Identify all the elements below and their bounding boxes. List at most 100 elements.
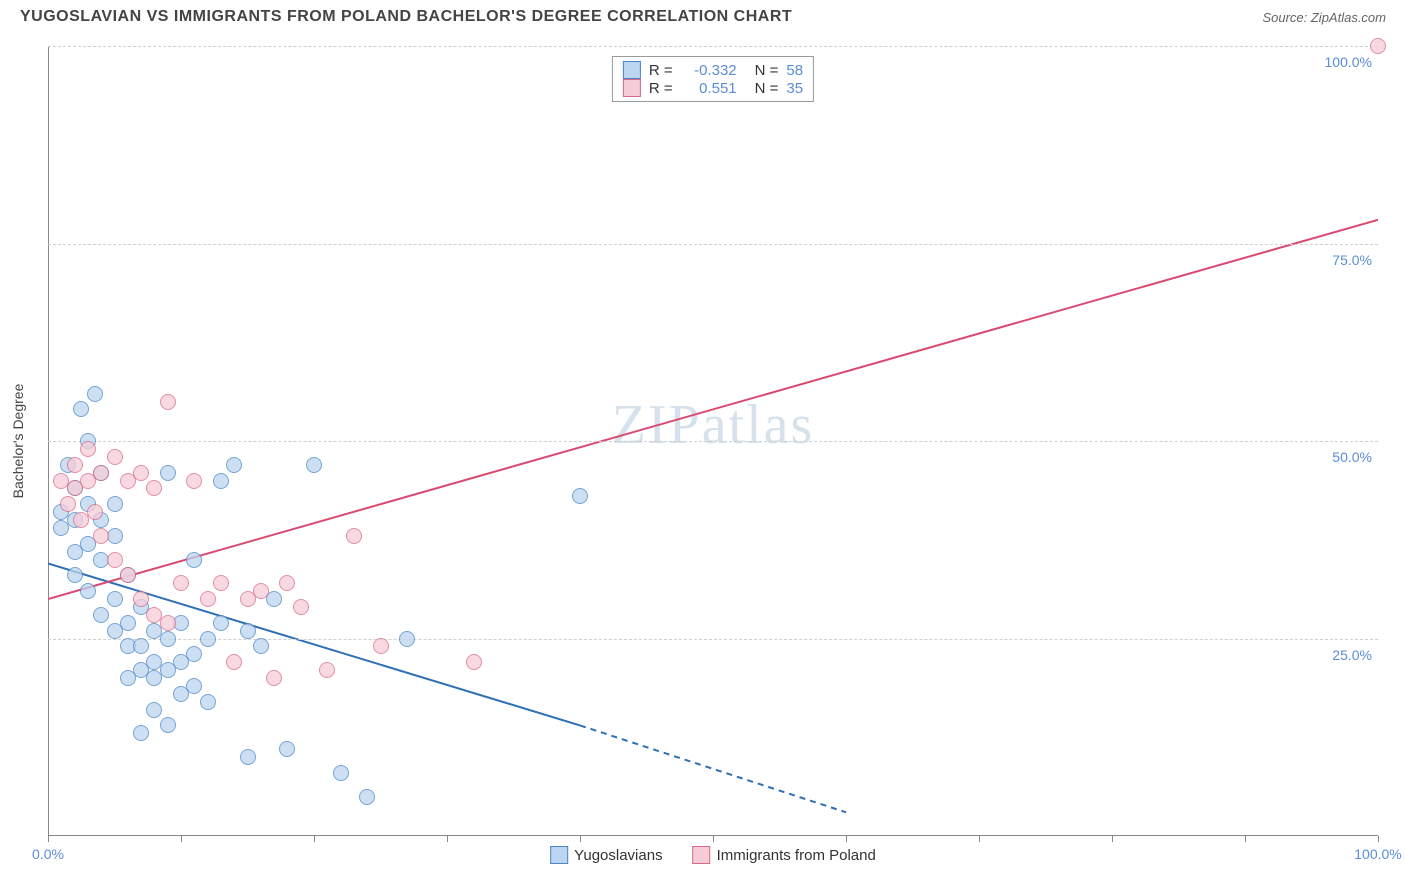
scatter-point: [107, 552, 123, 568]
legend-n-label: N =: [755, 62, 779, 79]
scatter-point: [200, 694, 216, 710]
scatter-point: [133, 591, 149, 607]
scatter-point: [80, 583, 96, 599]
scatter-point: [399, 631, 415, 647]
y-tick-label: 25.0%: [1332, 647, 1372, 663]
gridline: [48, 441, 1378, 442]
scatter-point: [60, 496, 76, 512]
chart-title: YUGOSLAVIAN VS IMMIGRANTS FROM POLAND BA…: [20, 8, 792, 26]
scatter-point: [346, 528, 362, 544]
scatter-point: [93, 607, 109, 623]
scatter-point: [107, 591, 123, 607]
scatter-point: [73, 401, 89, 417]
trend-line-solid: [48, 220, 1378, 599]
scatter-point: [240, 749, 256, 765]
scatter-point: [87, 504, 103, 520]
x-tick-minor: [713, 836, 714, 842]
scatter-point: [173, 575, 189, 591]
scatter-point: [200, 631, 216, 647]
scatter-point: [120, 567, 136, 583]
scatter-point: [133, 638, 149, 654]
scatter-point: [87, 386, 103, 402]
legend-swatch: [693, 846, 711, 864]
legend-swatch: [623, 61, 641, 79]
scatter-point: [226, 457, 242, 473]
x-tick-major: [48, 836, 49, 842]
scatter-point: [80, 441, 96, 457]
scatter-point: [213, 575, 229, 591]
x-tick-label: 0.0%: [32, 846, 64, 862]
source-value: ZipAtlas.com: [1311, 10, 1386, 25]
legend-n-value: 58: [786, 62, 803, 79]
legend-stat-row: R = 0.551 N = 35: [623, 79, 803, 97]
chart-header: YUGOSLAVIAN VS IMMIGRANTS FROM POLAND BA…: [0, 0, 1406, 26]
scatter-point: [572, 488, 588, 504]
scatter-point: [93, 528, 109, 544]
scatter-point: [146, 702, 162, 718]
correlation-legend: R = -0.332 N = 58 R = 0.551 N = 35: [612, 56, 814, 102]
scatter-point: [333, 765, 349, 781]
scatter-point: [67, 457, 83, 473]
scatter-point: [146, 480, 162, 496]
y-tick-label: 50.0%: [1332, 449, 1372, 465]
x-tick-minor: [181, 836, 182, 842]
series-legend: Yugoslavians Immigrants from Poland: [550, 846, 876, 864]
scatter-point: [306, 457, 322, 473]
y-axis-label: Bachelor's Degree: [10, 384, 26, 499]
scatter-point: [160, 465, 176, 481]
scatter-point: [373, 638, 389, 654]
scatter-point: [93, 465, 109, 481]
scatter-point: [279, 575, 295, 591]
legend-r-value: -0.332: [681, 62, 737, 79]
legend-series-item: Immigrants from Poland: [693, 846, 876, 864]
legend-swatch: [623, 79, 641, 97]
y-tick-label: 100.0%: [1325, 54, 1372, 70]
x-tick-minor: [846, 836, 847, 842]
scatter-point: [266, 670, 282, 686]
scatter-point: [186, 678, 202, 694]
scatter-point: [279, 741, 295, 757]
legend-r-label: R =: [649, 62, 673, 79]
legend-n-label: N =: [755, 80, 779, 97]
gridline: [48, 639, 1378, 640]
legend-stat-row: R = -0.332 N = 58: [623, 61, 803, 79]
plot-area: Bachelor's Degree ZIPatlas R =-0.332N =5…: [48, 46, 1378, 836]
x-tick-minor: [1112, 836, 1113, 842]
y-tick-label: 75.0%: [1332, 252, 1372, 268]
gridline: [48, 46, 1378, 47]
x-tick-minor: [314, 836, 315, 842]
scatter-point: [466, 654, 482, 670]
scatter-point: [359, 789, 375, 805]
x-tick-minor: [580, 836, 581, 842]
scatter-point: [266, 591, 282, 607]
watermark-text: ZIPatlas: [612, 393, 815, 457]
legend-swatch: [550, 846, 568, 864]
gridline: [48, 244, 1378, 245]
scatter-point: [1370, 38, 1386, 54]
trend-line-dashed: [580, 725, 846, 812]
scatter-point: [253, 583, 269, 599]
scatter-point: [213, 615, 229, 631]
scatter-point: [213, 473, 229, 489]
legend-series-label: Immigrants from Poland: [717, 847, 876, 864]
scatter-point: [160, 717, 176, 733]
scatter-point: [160, 615, 176, 631]
scatter-point: [120, 615, 136, 631]
x-tick-minor: [979, 836, 980, 842]
scatter-point: [160, 394, 176, 410]
x-tick-major: [1378, 836, 1379, 842]
scatter-point: [226, 654, 242, 670]
legend-r-value: 0.551: [681, 80, 737, 97]
scatter-point: [107, 449, 123, 465]
scatter-point: [186, 646, 202, 662]
scatter-point: [186, 552, 202, 568]
legend-r-label: R =: [649, 80, 673, 97]
scatter-point: [240, 623, 256, 639]
scatter-point: [133, 725, 149, 741]
source-label: Source:: [1262, 10, 1310, 25]
scatter-point: [67, 567, 83, 583]
legend-series-item: Yugoslavians: [550, 846, 662, 864]
scatter-point: [293, 599, 309, 615]
legend-n-value: 35: [786, 80, 803, 97]
scatter-point: [319, 662, 335, 678]
